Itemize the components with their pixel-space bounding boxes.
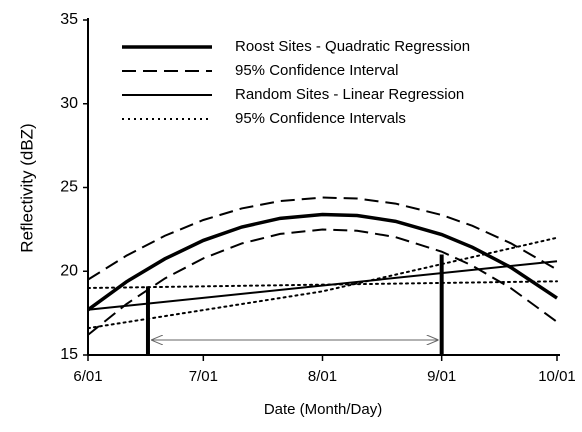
series-line: [87, 228, 558, 336]
y-tick-label: 15: [60, 346, 78, 363]
legend-label: 95% Confidence Intervals: [235, 110, 406, 127]
x-tick-label: 9/01: [427, 368, 456, 385]
legend-label: Random Sites - Linear Regression: [235, 86, 464, 103]
series-line: [87, 196, 558, 281]
legend-label: 95% Confidence Interval: [235, 62, 398, 79]
series-line: [87, 280, 558, 289]
y-tick-label: 30: [60, 95, 78, 112]
y-tick-label: 20: [60, 262, 78, 279]
x-tick-label: 7/01: [189, 368, 218, 385]
x-tick-label: 6/01: [73, 368, 102, 385]
series-line: [87, 236, 558, 330]
series-line: [86, 212, 558, 312]
y-axis-label: Reflectivity (dBZ): [17, 123, 36, 252]
legend-label: Roost Sites - Quadratic Regression: [235, 38, 470, 55]
x-tick-label: 8/01: [308, 368, 337, 385]
x-axis-label: Date (Month/Day): [264, 401, 382, 418]
y-tick-label: 25: [60, 179, 78, 196]
x-tick-label: 10/01: [538, 368, 576, 385]
y-tick-label: 35: [60, 11, 78, 28]
